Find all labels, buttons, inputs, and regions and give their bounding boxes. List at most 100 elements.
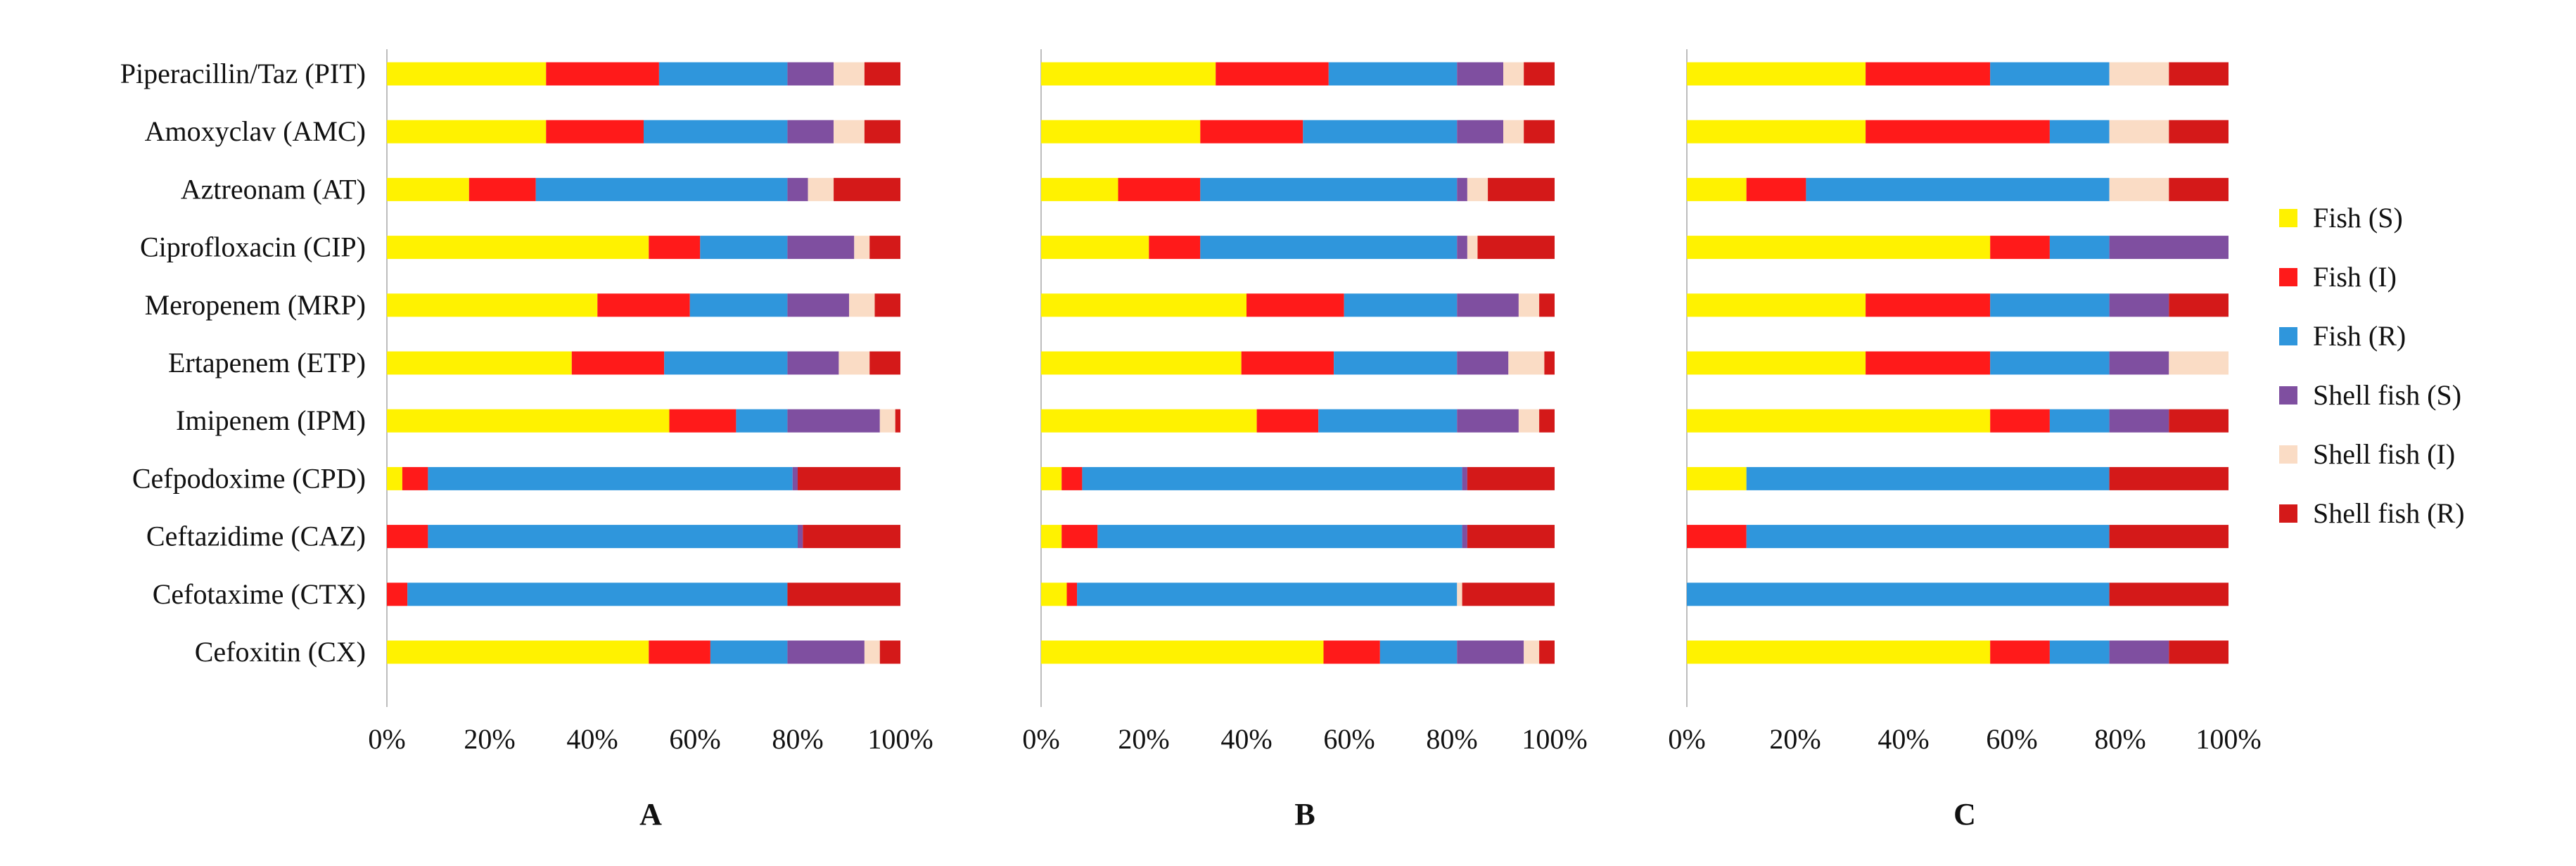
bar-segment: [736, 409, 788, 433]
bar-segment: [1539, 293, 1555, 317]
bar-segment: [1041, 62, 1216, 86]
bar-segment: [387, 351, 572, 375]
bar-segment: [669, 409, 737, 433]
bar-segment: [879, 409, 895, 433]
bar-segment: [1687, 293, 1866, 317]
bar-segment: [1746, 525, 2110, 549]
bar-segment: [546, 62, 659, 86]
bar-segment: [2169, 177, 2229, 201]
bar-segment: [1687, 62, 1866, 86]
legend-label: Shell fish (R): [2313, 497, 2465, 529]
bar-segment: [407, 582, 788, 606]
category-label: Ertapenem (ETP): [168, 347, 366, 378]
x-tick-label: 80%: [2094, 723, 2145, 755]
legend-label: Fish (S): [2313, 202, 2403, 234]
bar-segment: [834, 120, 865, 144]
bar-segment: [387, 582, 408, 606]
bar-segment: [2169, 409, 2229, 433]
bar-segment: [658, 62, 788, 86]
bar-segment: [1200, 236, 1458, 260]
bar-segment: [1457, 409, 1519, 433]
bar-segment: [2049, 409, 2110, 433]
bar-segment: [1118, 177, 1201, 201]
bar-segment: [1149, 236, 1201, 260]
bar-segment: [1334, 351, 1458, 375]
category-label: Ceftazidime (CAZ): [146, 521, 366, 552]
x-tick-label: 20%: [1769, 723, 1821, 755]
bar-segment: [649, 640, 710, 664]
bar-segment: [1457, 351, 1509, 375]
legend-swatch: [2279, 504, 2297, 523]
bar-segment: [798, 525, 803, 549]
bar-segment: [1687, 640, 1991, 664]
category-label: Ciprofloxacin (CIP): [140, 231, 366, 263]
bar-segment: [710, 640, 788, 664]
legend-swatch: [2279, 386, 2297, 405]
bar-segment: [387, 466, 402, 490]
category-label: Amoxyclav (AMC): [145, 115, 366, 147]
bar-segment: [387, 293, 598, 317]
bar-segment: [787, 293, 849, 317]
x-tick-label: 100%: [1522, 723, 1587, 755]
bar-segment: [2109, 525, 2229, 549]
bar-segment: [1866, 351, 1991, 375]
bar-segment: [1687, 525, 1747, 549]
x-tick-label: 0%: [1668, 723, 1705, 755]
bar-segment: [1041, 582, 1067, 606]
bar-segment: [2109, 582, 2229, 606]
bar-segment: [387, 120, 547, 144]
category-label: Cefotaxime (CTX): [153, 578, 366, 610]
bar-segment: [1746, 177, 1806, 201]
bar-segment: [1687, 409, 1991, 433]
bar-segment: [664, 351, 788, 375]
bar-segment: [787, 409, 880, 433]
bar-segment: [1990, 409, 2050, 433]
x-tick-label: 80%: [772, 723, 823, 755]
bar-segment: [1488, 177, 1555, 201]
bar-segment: [1457, 120, 1503, 144]
bar-segment: [2109, 120, 2169, 144]
bar-segment: [1687, 351, 1866, 375]
bar-segment: [1462, 525, 1467, 549]
bar-segment: [1041, 640, 1324, 664]
bar-segment: [798, 466, 900, 490]
bar-segment: [2049, 236, 2110, 260]
bar-segment: [1041, 351, 1242, 375]
legend-label: Shell fish (S): [2313, 379, 2461, 411]
legend-swatch: [2279, 445, 2297, 464]
bar-segment: [1687, 466, 1747, 490]
bar-segment: [1323, 640, 1380, 664]
bar-segment: [1990, 293, 2110, 317]
bar-segment: [1066, 582, 1078, 606]
bar-segment: [689, 293, 788, 317]
bar-segment: [803, 525, 900, 549]
bar-segment: [387, 177, 469, 201]
bar-segment: [1061, 466, 1083, 490]
bar-segment: [1457, 640, 1524, 664]
bar-segment: [787, 177, 808, 201]
bar-segment: [1806, 177, 2110, 201]
bar-segment: [535, 177, 788, 201]
bar-segment: [468, 177, 536, 201]
bar-segment: [1457, 293, 1519, 317]
bar-segment: [2109, 351, 2169, 375]
bar-segment: [1990, 640, 2050, 664]
category-label: Aztreonam (AT): [181, 173, 366, 205]
bar-segment: [1462, 466, 1467, 490]
x-tick-label: 40%: [566, 723, 618, 755]
bar-segment: [808, 177, 834, 201]
category-label: Imipenem (IPM): [176, 405, 366, 436]
bar-segment: [1539, 409, 1555, 433]
bar-segment: [787, 62, 834, 86]
bar-segment: [1990, 236, 2050, 260]
bar-segment: [387, 236, 649, 260]
x-tick-label: 0%: [368, 723, 405, 755]
bar-segment: [864, 640, 880, 664]
bar-segment: [1508, 351, 1545, 375]
bar-segment: [792, 466, 798, 490]
legend-label: Fish (R): [2313, 320, 2406, 352]
bar-segment: [834, 177, 900, 201]
bar-segment: [1503, 120, 1524, 144]
bar-segment: [1990, 62, 2110, 86]
